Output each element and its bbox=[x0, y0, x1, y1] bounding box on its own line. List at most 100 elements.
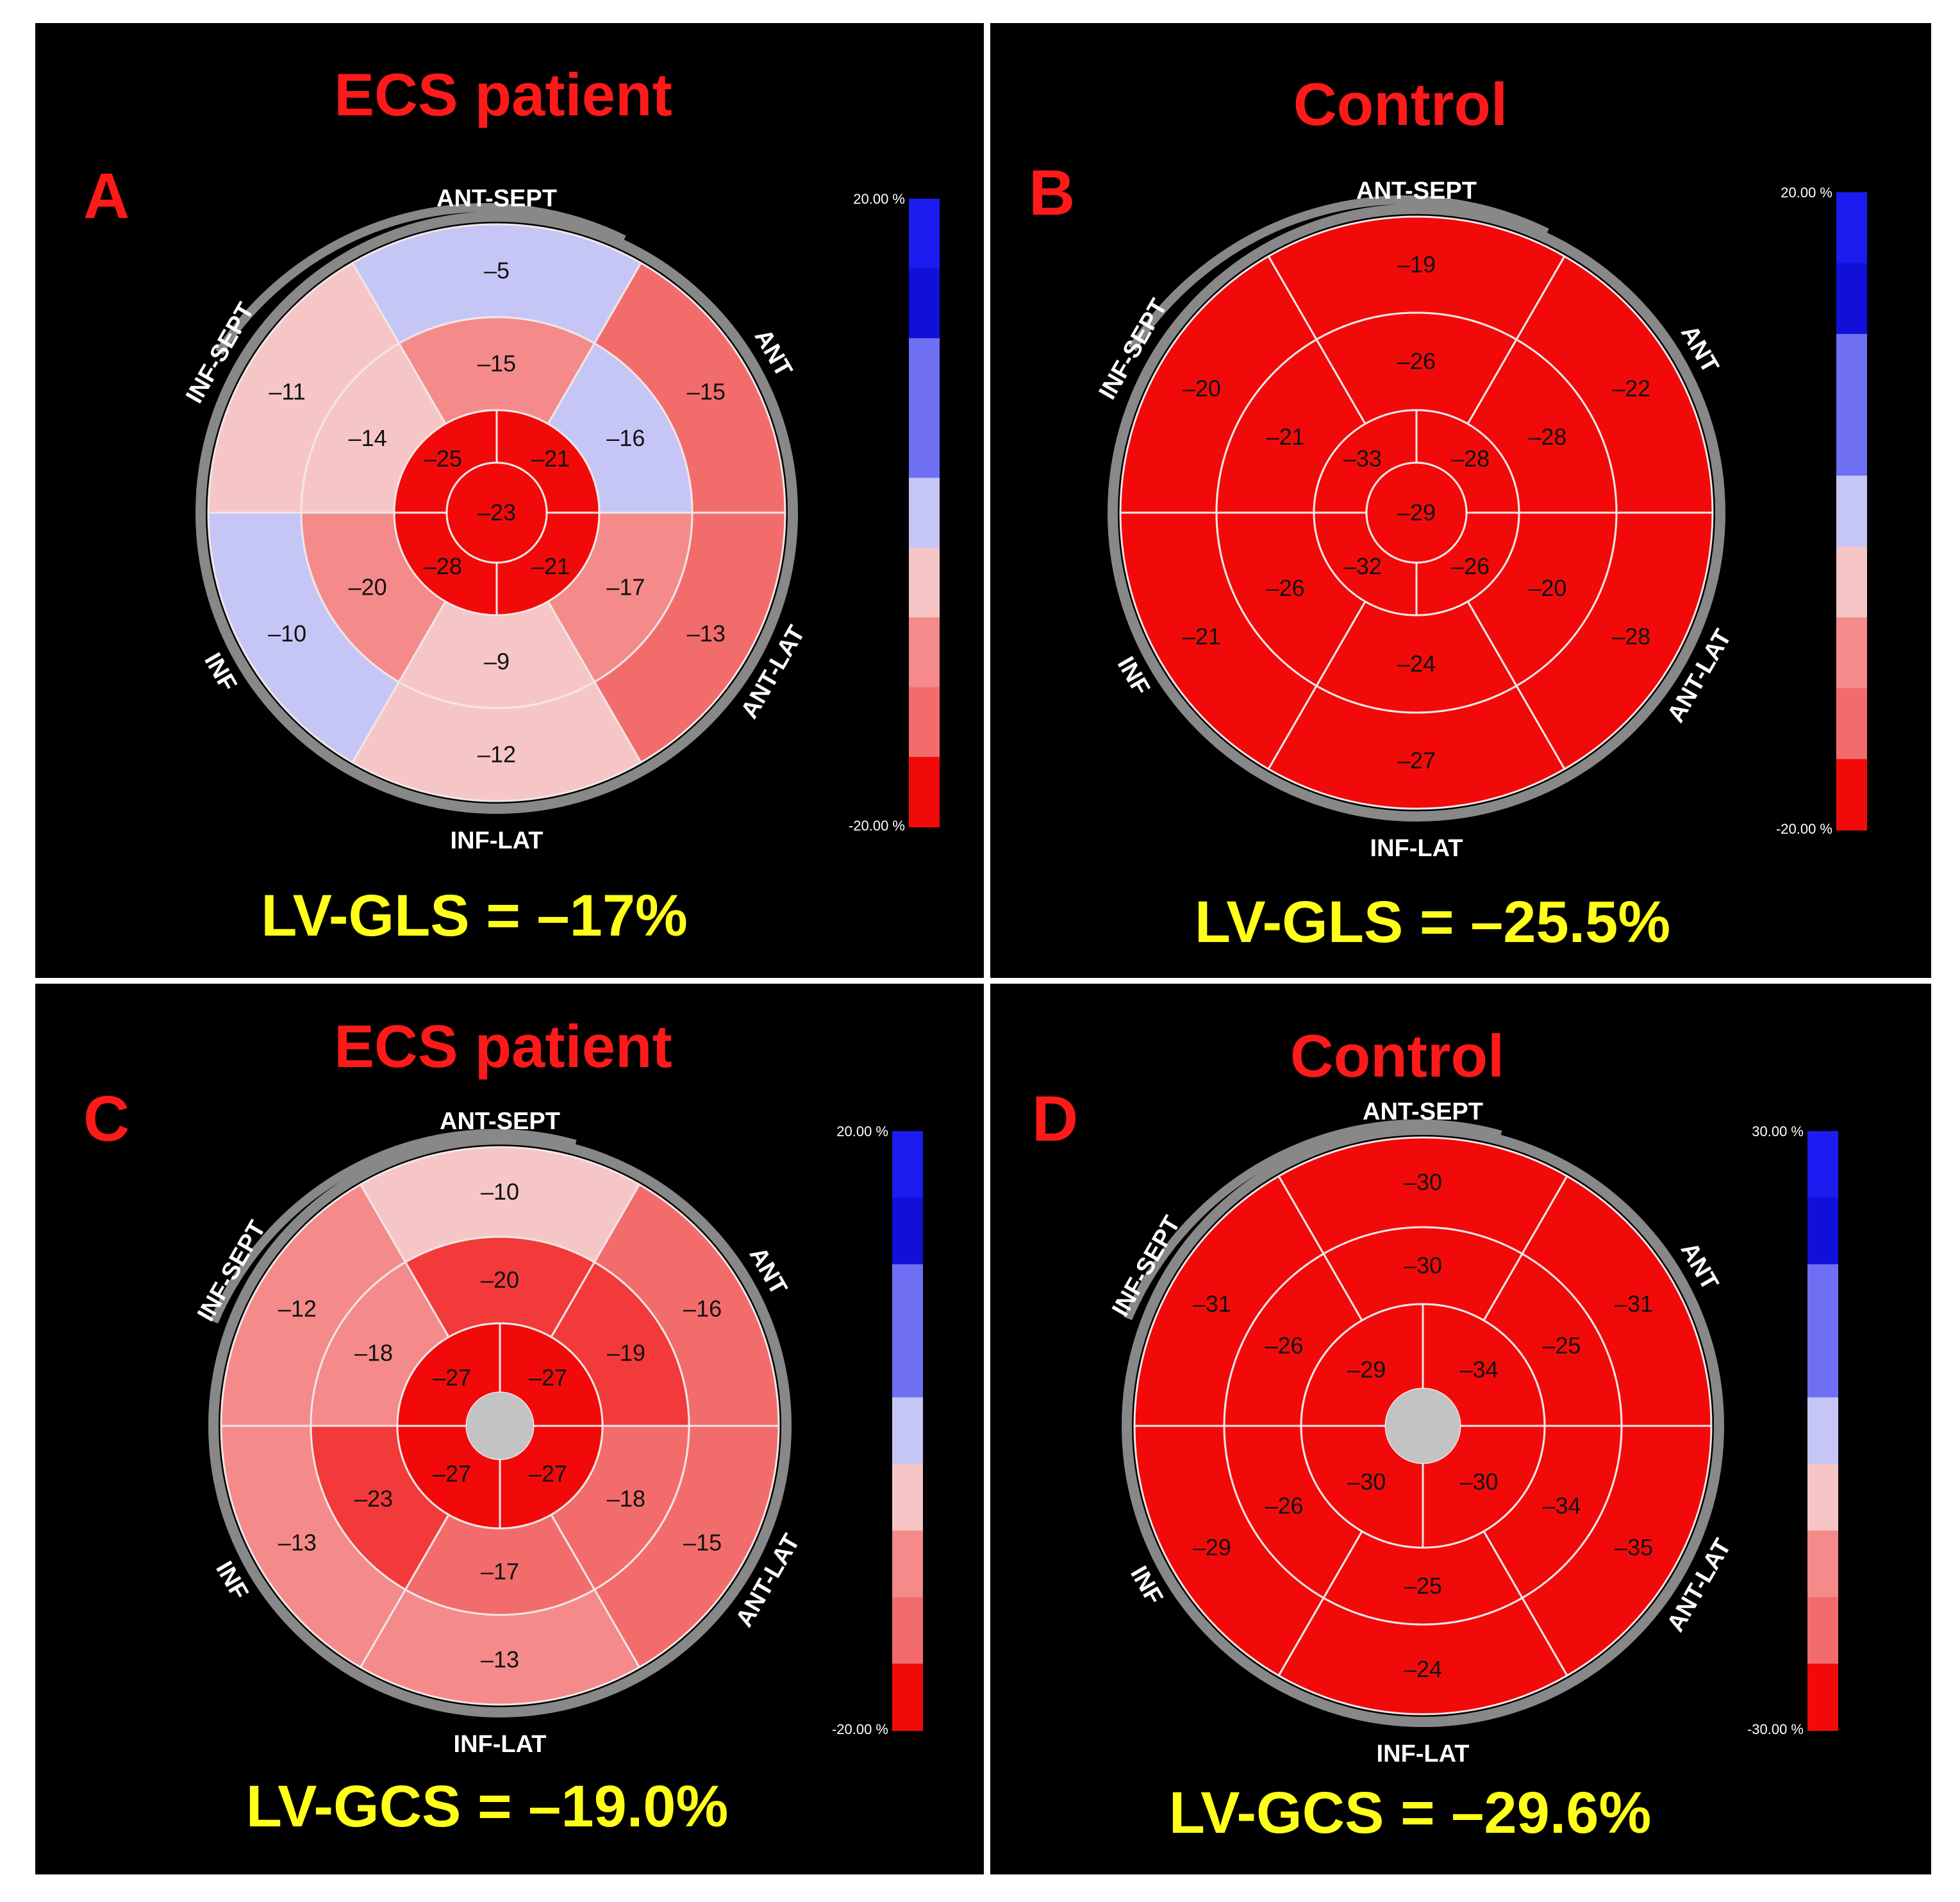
value-basal-anteroseptal: –5 bbox=[484, 258, 510, 284]
value-mid-inferior: –26 bbox=[1267, 575, 1305, 601]
panel-d: ControlD–30–30–31–25–35–34–24–25–29–26–3… bbox=[990, 984, 1931, 1874]
value-mid-anteroseptal: –20 bbox=[481, 1267, 519, 1293]
segment-apex bbox=[1365, 461, 1468, 564]
strain-metric: LV-GLS = –25.5% bbox=[1195, 889, 1670, 955]
value-mid-inferoseptal: –21 bbox=[1267, 424, 1305, 450]
outer-ring bbox=[208, 1134, 792, 1717]
direction-bottom: INF-LAT bbox=[1377, 1741, 1470, 1767]
scale-band-5 bbox=[909, 477, 940, 549]
panel-b: Control B –19 –26 –22 –28 –28 –20 –27 –24 –21 –26 –2… bbox=[990, 23, 1931, 978]
value-apical-lateral: –27 bbox=[529, 1460, 567, 1487]
value-apical-anterior: –34 bbox=[1460, 1356, 1499, 1382]
value-basal-inferoseptal: –31 bbox=[1193, 1291, 1231, 1317]
direction-top: ANT-SEPT bbox=[1363, 1098, 1483, 1125]
scale-band-2 bbox=[1836, 263, 1867, 335]
scale-band-1 bbox=[892, 1131, 923, 1198]
value-apical-lateral: –30 bbox=[1460, 1469, 1499, 1495]
scale-band-4 bbox=[1836, 404, 1867, 477]
scale-band-4 bbox=[892, 1330, 923, 1398]
direction-bottom: INF-LAT bbox=[1370, 835, 1463, 862]
scale-band-1 bbox=[909, 199, 940, 269]
scale-band-5 bbox=[892, 1397, 923, 1465]
scale-band-8 bbox=[892, 1597, 923, 1665]
scale-band-8 bbox=[1807, 1597, 1838, 1665]
value-basal-inferior: –21 bbox=[1183, 624, 1221, 650]
value-mid-anterior: –25 bbox=[1542, 1332, 1581, 1359]
value-mid-inferior: –20 bbox=[349, 574, 387, 600]
color-scale: 20.00 % -20.00 % bbox=[832, 1123, 923, 1737]
scale-band-8 bbox=[909, 687, 940, 758]
value-basal-anterolateral: –15 bbox=[683, 1530, 722, 1556]
value-basal-anterolateral: –35 bbox=[1615, 1534, 1653, 1560]
value-basal-anterior: –22 bbox=[1612, 376, 1650, 402]
scale-max-label: 20.00 % bbox=[836, 1123, 888, 1139]
value-basal-inferolateral: –12 bbox=[478, 741, 516, 768]
value-apical-septal: –33 bbox=[1343, 445, 1382, 472]
value-basal-inferoseptal: –11 bbox=[269, 378, 305, 404]
color-scale: 20.00 % -20.00 % bbox=[1776, 185, 1867, 837]
scale-band-7 bbox=[1807, 1530, 1838, 1598]
scale-band-2 bbox=[892, 1197, 923, 1265]
value-apical-septal: –25 bbox=[424, 445, 462, 472]
panel-letter: C bbox=[83, 1083, 129, 1155]
scale-band-5 bbox=[1836, 476, 1867, 547]
value-basal-inferolateral: –13 bbox=[481, 1646, 519, 1673]
value-mid-anterolateral: –17 bbox=[606, 574, 645, 600]
value-mid-inferolateral: –17 bbox=[481, 1559, 519, 1585]
value-basal-inferior: –10 bbox=[268, 620, 306, 647]
direction-top: ANT-SEPT bbox=[436, 185, 557, 212]
value-mid-inferior: –23 bbox=[354, 1485, 393, 1512]
strain-metric: LV-GCS = –29.6% bbox=[1169, 1780, 1652, 1846]
scale-band-8 bbox=[1836, 688, 1867, 760]
value-basal-anteroseptal: –19 bbox=[1397, 251, 1436, 277]
value-basal-inferoseptal: –12 bbox=[278, 1296, 317, 1322]
value-apical-inferior: –30 bbox=[1347, 1469, 1386, 1495]
bullseye: –19 –26 –22 –28 –28 –20 –27 –24 –21 –26 –20 –21 –28 –… bbox=[1119, 215, 1714, 810]
scale-band-3 bbox=[909, 338, 940, 409]
value-mid-anteroseptal: –26 bbox=[1397, 348, 1436, 374]
scale-min-label: -20.00 % bbox=[849, 818, 905, 834]
scale-band-7 bbox=[892, 1530, 923, 1598]
direction-top: ANT-SEPT bbox=[1356, 178, 1477, 204]
panel-title: ECS patient bbox=[334, 1013, 672, 1080]
color-scale: 20.00 % -20.00 % bbox=[849, 191, 940, 834]
scale-band-9 bbox=[892, 1664, 923, 1731]
scale-min-label: -20.00 % bbox=[832, 1721, 888, 1737]
value-apical-inferior: –32 bbox=[1343, 553, 1382, 579]
value-basal-anterior: –31 bbox=[1615, 1291, 1653, 1317]
value-basal-inferolateral: –27 bbox=[1397, 747, 1436, 773]
scale-max-label: 30.00 % bbox=[1752, 1123, 1804, 1139]
scale-band-3 bbox=[1807, 1264, 1838, 1332]
scale-band-3 bbox=[892, 1264, 923, 1332]
value-apical-anterior: –28 bbox=[1451, 445, 1490, 472]
scale-band-2 bbox=[909, 268, 940, 339]
value-basal-anteroseptal: –30 bbox=[1404, 1169, 1442, 1195]
value-apex: –29 bbox=[1397, 499, 1436, 525]
scale-band-9 bbox=[1807, 1664, 1838, 1731]
value-basal-anterior: –16 bbox=[683, 1296, 722, 1322]
value-basal-inferolateral: –24 bbox=[1404, 1656, 1442, 1682]
value-basal-inferior: –13 bbox=[278, 1530, 317, 1556]
value-mid-inferoseptal: –18 bbox=[354, 1339, 393, 1366]
apex-cap bbox=[467, 1393, 533, 1459]
value-mid-anteroseptal: –30 bbox=[1404, 1252, 1442, 1278]
direction-bottom: INF-LAT bbox=[451, 827, 544, 854]
septal-ring bbox=[210, 1129, 577, 1324]
panel-title: Control bbox=[1290, 1022, 1504, 1089]
scale-band-6 bbox=[1836, 546, 1867, 618]
scale-band-4 bbox=[909, 408, 940, 479]
outer-ring bbox=[1108, 204, 1725, 822]
scale-band-7 bbox=[909, 617, 940, 688]
scale-band-6 bbox=[892, 1464, 923, 1532]
panel-a: ECS patient A –5 –15 –15 –16 –13 –17 –12 –9 –10 –20… bbox=[35, 23, 984, 978]
value-mid-anterior: –19 bbox=[607, 1339, 645, 1366]
value-mid-anterior: –16 bbox=[606, 425, 645, 451]
value-mid-inferoseptal: –14 bbox=[349, 425, 387, 451]
value-apical-lateral: –26 bbox=[1451, 553, 1490, 579]
panel-title: ECS patient bbox=[334, 61, 672, 128]
apex-cap bbox=[1386, 1389, 1460, 1463]
strain-metric: LV-GLS = –17% bbox=[261, 883, 688, 948]
direction-top: ANT-SEPT bbox=[440, 1108, 560, 1135]
value-mid-inferolateral: –9 bbox=[484, 649, 510, 675]
